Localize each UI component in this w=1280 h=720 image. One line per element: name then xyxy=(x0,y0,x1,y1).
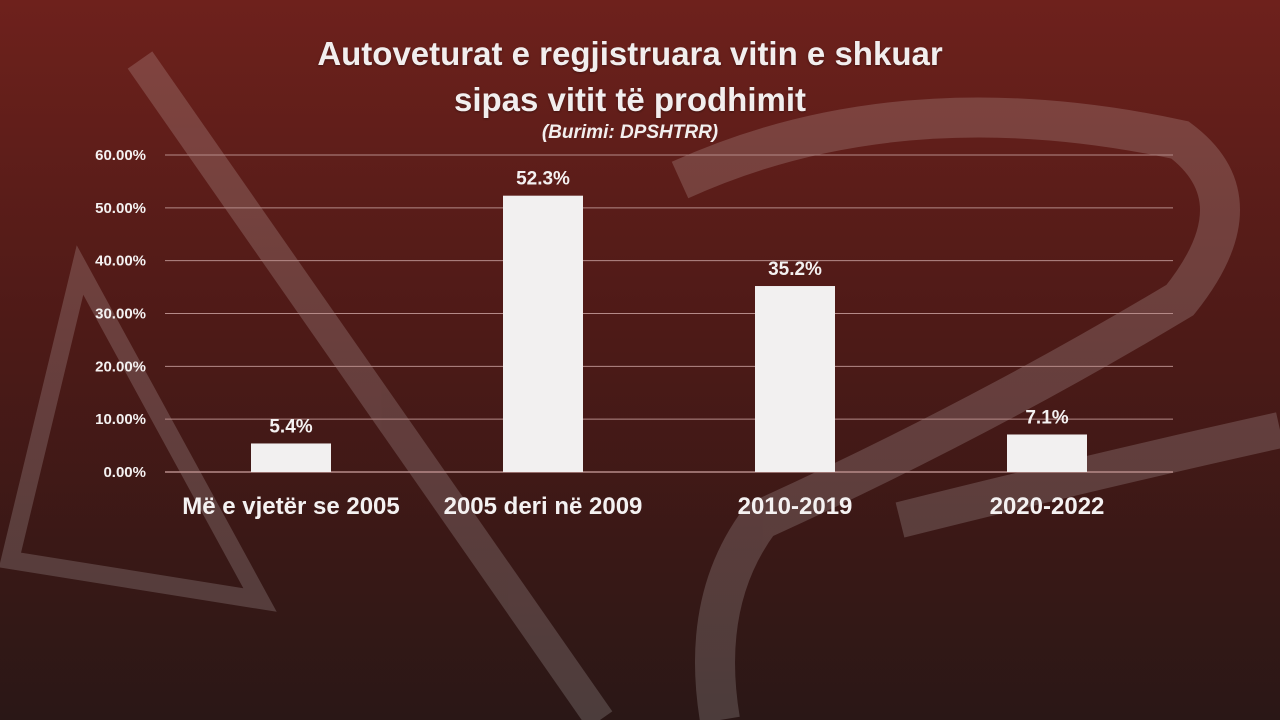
bar-value-label: 7.1% xyxy=(1025,407,1068,428)
bar xyxy=(755,286,835,472)
chart-title-line-1: Autoveturat e regjistruara vitin e shkua… xyxy=(317,35,943,72)
bar-value-label: 52.3% xyxy=(516,169,570,190)
y-tick-label: 20.00% xyxy=(95,358,146,375)
gridlines xyxy=(165,154,1173,473)
bar xyxy=(1007,434,1087,472)
bar xyxy=(251,443,331,472)
y-axis-tick-labels: 0.00% 10.00% 20.00% 30.00% 40.00% 50.00% 60.00… xyxy=(95,147,146,481)
y-tick-label: 30.00% xyxy=(95,306,146,323)
y-tick-label: 60.00% xyxy=(95,147,146,164)
bar-value-label: 5.4% xyxy=(269,416,312,437)
bar-value-label: 35.2% xyxy=(768,259,822,280)
y-tick-label: 0.00% xyxy=(103,464,146,481)
x-tick-label: 2010-2019 xyxy=(738,493,853,520)
bars xyxy=(251,195,1087,472)
data-labels: 5.4% 52.3% 35.2% 7.1% xyxy=(269,169,1068,438)
x-tick-label: 2005 deri në 2009 xyxy=(444,493,643,520)
x-axis-tick-labels: Më e vjetër se 2005 2005 deri në 2009 2010… xyxy=(182,493,1104,520)
x-tick-label: Më e vjetër se 2005 xyxy=(182,493,400,520)
y-tick-label: 10.00% xyxy=(95,411,146,428)
x-tick-label: 2020-2022 xyxy=(990,493,1105,520)
y-tick-label: 50.00% xyxy=(95,200,146,217)
y-tick-label: 40.00% xyxy=(95,253,146,270)
bar xyxy=(503,195,583,472)
chart-source-subtitle: (Burimi: DPSHTRR) xyxy=(541,122,719,143)
chart-title-line-2: sipas vitit të prodhimit xyxy=(453,81,807,118)
